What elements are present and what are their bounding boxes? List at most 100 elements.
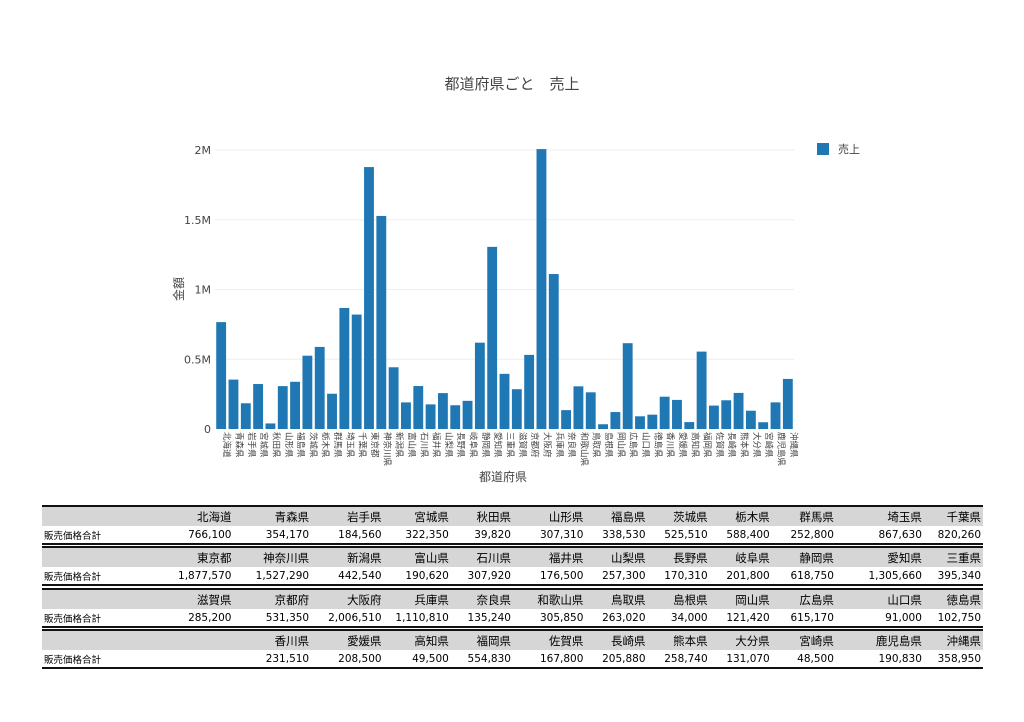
table-cell: 1,877,570 bbox=[178, 569, 232, 582]
column-header: 東京都 bbox=[155, 547, 234, 567]
table-cell: 615,170 bbox=[790, 611, 834, 624]
bar[interactable] bbox=[659, 396, 670, 429]
bar[interactable] bbox=[733, 392, 744, 429]
bar[interactable] bbox=[721, 400, 732, 429]
column-header: 福岡県 bbox=[450, 630, 513, 650]
legend-swatch bbox=[817, 143, 829, 155]
bar[interactable] bbox=[536, 149, 547, 429]
table-row: 販売価格合計 1,877,570 1,527,290 442,540 190,620 30… bbox=[42, 567, 983, 585]
bar[interactable] bbox=[524, 354, 535, 429]
x-tick-label: 岩手県 bbox=[246, 432, 257, 458]
table-cell: 442,540 bbox=[338, 569, 382, 582]
bar[interactable] bbox=[696, 351, 707, 429]
y-axis-ticks: 0 0.5M 1M 1.5M 2M bbox=[184, 144, 211, 436]
bar[interactable] bbox=[610, 412, 621, 429]
bar[interactable] bbox=[302, 355, 313, 429]
bar[interactable] bbox=[635, 416, 645, 429]
column-header: 三重県 bbox=[923, 547, 983, 567]
bar[interactable] bbox=[339, 307, 350, 429]
bar[interactable] bbox=[327, 393, 337, 429]
column-header bbox=[155, 630, 234, 650]
x-tick-label: 山形県 bbox=[283, 432, 294, 458]
table-row: 販売価格合計 285,200 531,350 2,006,510 1,110,810 13… bbox=[42, 609, 983, 627]
bar[interactable] bbox=[240, 403, 251, 429]
x-axis-ticks: 北海道 青森県 岩手県 宮城県 秋田県 山形県 福島県 茨城県 栃木県 群馬県 埼玉県 千葉県 東京都神… bbox=[221, 432, 799, 467]
bar[interactable] bbox=[499, 373, 510, 429]
x-tick-label: 高知県 bbox=[689, 432, 700, 458]
bar[interactable] bbox=[228, 379, 239, 429]
table-header-row: 北海道 青森県 岩手県 宮城県 秋田県 山形県 福島県 茨城県 栃木県 群馬県 埼玉県 千葉県 bbox=[42, 506, 983, 526]
bar[interactable] bbox=[314, 346, 325, 429]
table-cell: 1,305,660 bbox=[868, 569, 922, 582]
bar[interactable] bbox=[437, 393, 448, 429]
bar[interactable] bbox=[585, 392, 596, 429]
column-header: 奈良県 bbox=[450, 589, 513, 609]
bar[interactable] bbox=[474, 342, 485, 429]
table-cell: 190,620 bbox=[405, 569, 449, 582]
bar[interactable] bbox=[413, 386, 424, 429]
column-header: 鳥取県 bbox=[585, 589, 648, 609]
column-header: 千葉県 bbox=[923, 506, 983, 526]
table-cell: 1,527,290 bbox=[255, 569, 310, 582]
bar[interactable] bbox=[351, 314, 362, 429]
table-header-row: 香川県 愛媛県 高知県 福岡県 佐賀県 長崎県 熊本県 大分県 宮崎県 鹿児島県 沖縄県 bbox=[42, 630, 983, 650]
bar[interactable] bbox=[425, 404, 436, 429]
bar[interactable] bbox=[450, 405, 461, 429]
table-cell: 358,950 bbox=[937, 652, 981, 665]
table-cell: 354,170 bbox=[265, 528, 310, 541]
header-corner bbox=[42, 506, 156, 526]
table-cell: 525,510 bbox=[664, 528, 708, 541]
table-row: 販売価格合計 231,510 208,500 49,500 554,830 167,800… bbox=[42, 650, 983, 668]
bar[interactable] bbox=[265, 423, 276, 429]
bar[interactable] bbox=[277, 386, 288, 429]
x-tick-label: 新潟県 bbox=[394, 432, 405, 458]
header-corner bbox=[42, 630, 156, 650]
column-header: 新潟県 bbox=[311, 547, 384, 567]
table-cell: 766,100 bbox=[188, 528, 232, 541]
bar[interactable] bbox=[548, 274, 559, 429]
table-cell: 39,820 bbox=[474, 528, 511, 541]
bar[interactable] bbox=[745, 410, 756, 429]
bar[interactable] bbox=[376, 215, 387, 429]
bar[interactable] bbox=[684, 422, 695, 429]
bar[interactable] bbox=[758, 422, 769, 429]
bar[interactable] bbox=[290, 381, 301, 429]
table-block: 東京都 神奈川県 新潟県 富山県 石川県 福井県 山梨県 長野県 岐阜県 静岡県 愛知県 三重県 販売価… bbox=[42, 546, 983, 586]
bar[interactable] bbox=[770, 402, 781, 429]
bar[interactable] bbox=[462, 400, 473, 429]
table-cell: 167,800 bbox=[539, 652, 584, 665]
column-header: 山口県 bbox=[835, 589, 924, 609]
bar[interactable] bbox=[388, 367, 399, 429]
x-tick-label: 鳥取県 bbox=[591, 432, 602, 458]
table-cell: 322,350 bbox=[405, 528, 449, 541]
table-cell: 258,740 bbox=[664, 652, 708, 665]
column-header: 岡山県 bbox=[709, 589, 772, 609]
bar[interactable] bbox=[401, 402, 411, 429]
bar[interactable] bbox=[672, 399, 682, 429]
bar[interactable] bbox=[598, 424, 608, 429]
bar[interactable] bbox=[511, 389, 522, 429]
bar[interactable] bbox=[561, 410, 572, 429]
column-header: 滋賀県 bbox=[155, 589, 234, 609]
table-cell: 338,530 bbox=[602, 528, 646, 541]
bar[interactable] bbox=[622, 343, 633, 429]
bar[interactable] bbox=[216, 322, 227, 429]
bar[interactable] bbox=[708, 405, 719, 429]
bar[interactable] bbox=[782, 378, 793, 429]
legend[interactable]: 売上 bbox=[817, 143, 860, 156]
column-header: 兵庫県 bbox=[383, 589, 451, 609]
table-block: 滋賀県 京都府 大阪府 兵庫県 奈良県 和歌山県 鳥取県 島根県 岡山県 広島県 山口県 徳島県 販売価… bbox=[42, 588, 983, 628]
bar[interactable] bbox=[573, 386, 584, 429]
x-tick-label: 広島県 bbox=[628, 432, 639, 458]
table-cell: 34,000 bbox=[670, 611, 708, 624]
column-header: 京都府 bbox=[233, 589, 312, 609]
bar[interactable] bbox=[647, 414, 658, 429]
y-tick-label: 1.5M bbox=[184, 214, 211, 227]
bar[interactable] bbox=[487, 246, 498, 429]
column-header: 山梨県 bbox=[585, 547, 648, 567]
bar[interactable] bbox=[253, 384, 264, 429]
x-tick-label: 長崎県 bbox=[726, 432, 737, 458]
x-tick-label: 埼玉県 bbox=[344, 432, 355, 458]
bar[interactable] bbox=[364, 167, 374, 429]
x-tick-label: 京都府 bbox=[529, 432, 540, 458]
